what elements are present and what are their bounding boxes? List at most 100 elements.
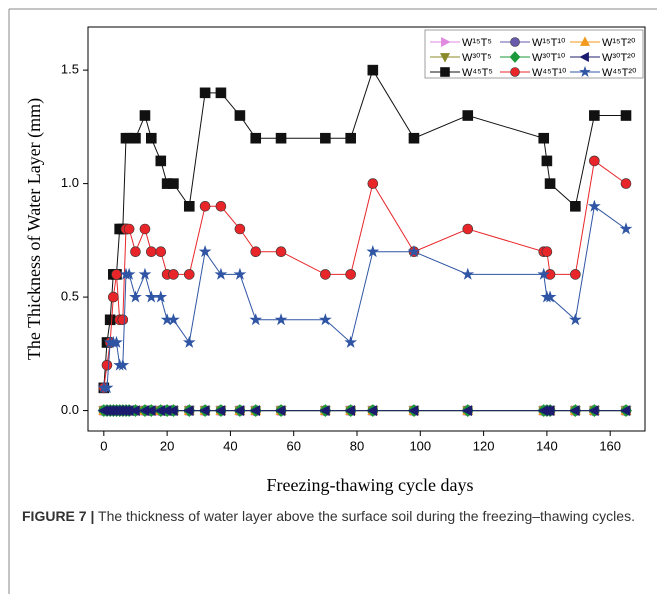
legend-label: W⁴⁵T²⁰ xyxy=(602,67,637,79)
x-tick-label: 20 xyxy=(160,438,174,453)
marker xyxy=(168,178,179,189)
marker xyxy=(580,36,590,46)
marker xyxy=(198,405,210,417)
marker xyxy=(122,267,136,280)
marker xyxy=(345,132,356,144)
marker xyxy=(588,199,601,212)
x-tick-label: 120 xyxy=(473,438,495,453)
marker xyxy=(510,37,520,47)
marker xyxy=(183,201,195,212)
series-line xyxy=(103,68,627,388)
marker xyxy=(111,269,122,280)
marker xyxy=(274,313,288,326)
marker xyxy=(367,178,379,189)
marker xyxy=(570,201,581,212)
marker xyxy=(569,313,582,326)
marker xyxy=(168,269,179,280)
legend-label: W¹⁵T⁵ xyxy=(462,37,492,49)
marker xyxy=(461,267,475,280)
marker xyxy=(318,313,332,326)
y-tick-label: 0.5 xyxy=(61,289,79,304)
marker xyxy=(275,132,287,144)
marker xyxy=(538,132,550,144)
marker xyxy=(462,223,474,235)
legend-label: W¹⁵T²⁰ xyxy=(602,37,636,49)
plot-frame xyxy=(87,26,646,432)
marker xyxy=(154,290,168,303)
marker xyxy=(108,291,119,303)
marker xyxy=(543,405,555,417)
marker xyxy=(167,405,178,417)
marker xyxy=(117,314,129,326)
marker xyxy=(130,132,141,144)
y-tick-label: 0.0 xyxy=(61,402,79,417)
marker xyxy=(183,405,194,417)
marker xyxy=(233,267,247,280)
marker xyxy=(139,110,151,121)
marker xyxy=(345,269,356,280)
marker xyxy=(145,246,157,257)
marker xyxy=(199,201,211,212)
marker xyxy=(155,246,167,257)
marker xyxy=(570,269,581,280)
marker xyxy=(407,245,421,258)
marker xyxy=(182,335,196,348)
marker xyxy=(579,65,591,77)
marker xyxy=(274,405,286,417)
marker xyxy=(129,290,142,303)
marker xyxy=(320,269,331,280)
x-tick-label: 0 xyxy=(100,438,107,453)
marker xyxy=(344,405,355,417)
marker xyxy=(215,87,227,99)
x-tick-label: 140 xyxy=(536,438,558,453)
legend-label: W³⁰T⁵ xyxy=(462,52,492,64)
y-tick-label: 1.5 xyxy=(61,62,79,77)
marker xyxy=(440,53,450,63)
marker xyxy=(249,313,263,326)
marker xyxy=(367,64,379,76)
marker xyxy=(588,405,599,417)
marker xyxy=(130,246,141,257)
marker xyxy=(620,110,632,121)
marker xyxy=(510,67,520,77)
marker xyxy=(214,405,226,417)
marker xyxy=(167,313,180,326)
x-tick-label: 80 xyxy=(350,438,364,453)
marker xyxy=(619,405,631,417)
marker xyxy=(543,290,557,303)
marker xyxy=(104,314,116,326)
marker xyxy=(541,246,553,257)
marker xyxy=(155,155,167,167)
y-tick-label: 1.0 xyxy=(61,175,79,190)
caption-text: The thickness of water layer above the s… xyxy=(98,508,635,524)
marker xyxy=(139,223,151,235)
marker xyxy=(541,155,553,167)
marker xyxy=(198,245,212,258)
x-axis-label: Freezing-thawing cycle days xyxy=(267,475,474,495)
legend-label: W⁴⁵T¹⁰ xyxy=(532,67,567,79)
marker xyxy=(116,358,130,371)
marker xyxy=(407,405,419,417)
x-tick-label: 40 xyxy=(223,438,237,453)
marker xyxy=(579,52,589,62)
marker xyxy=(366,405,378,417)
marker xyxy=(234,223,246,235)
marker xyxy=(215,201,227,212)
marker xyxy=(234,110,246,121)
x-tick-label: 160 xyxy=(599,438,621,453)
x-tick-label: 100 xyxy=(409,438,431,453)
marker xyxy=(462,110,474,121)
marker xyxy=(619,222,633,235)
marker xyxy=(441,37,451,47)
marker xyxy=(408,132,420,144)
marker xyxy=(589,110,600,121)
marker xyxy=(100,381,114,394)
marker xyxy=(110,335,123,348)
marker xyxy=(620,178,632,189)
caption-box: FIGURE 7 | The thickness of water layer … xyxy=(22,508,635,524)
y-axis-label: The Thickness of Water Layer (mm) xyxy=(24,98,45,360)
marker xyxy=(319,405,330,417)
marker xyxy=(144,290,158,303)
marker xyxy=(250,132,262,144)
